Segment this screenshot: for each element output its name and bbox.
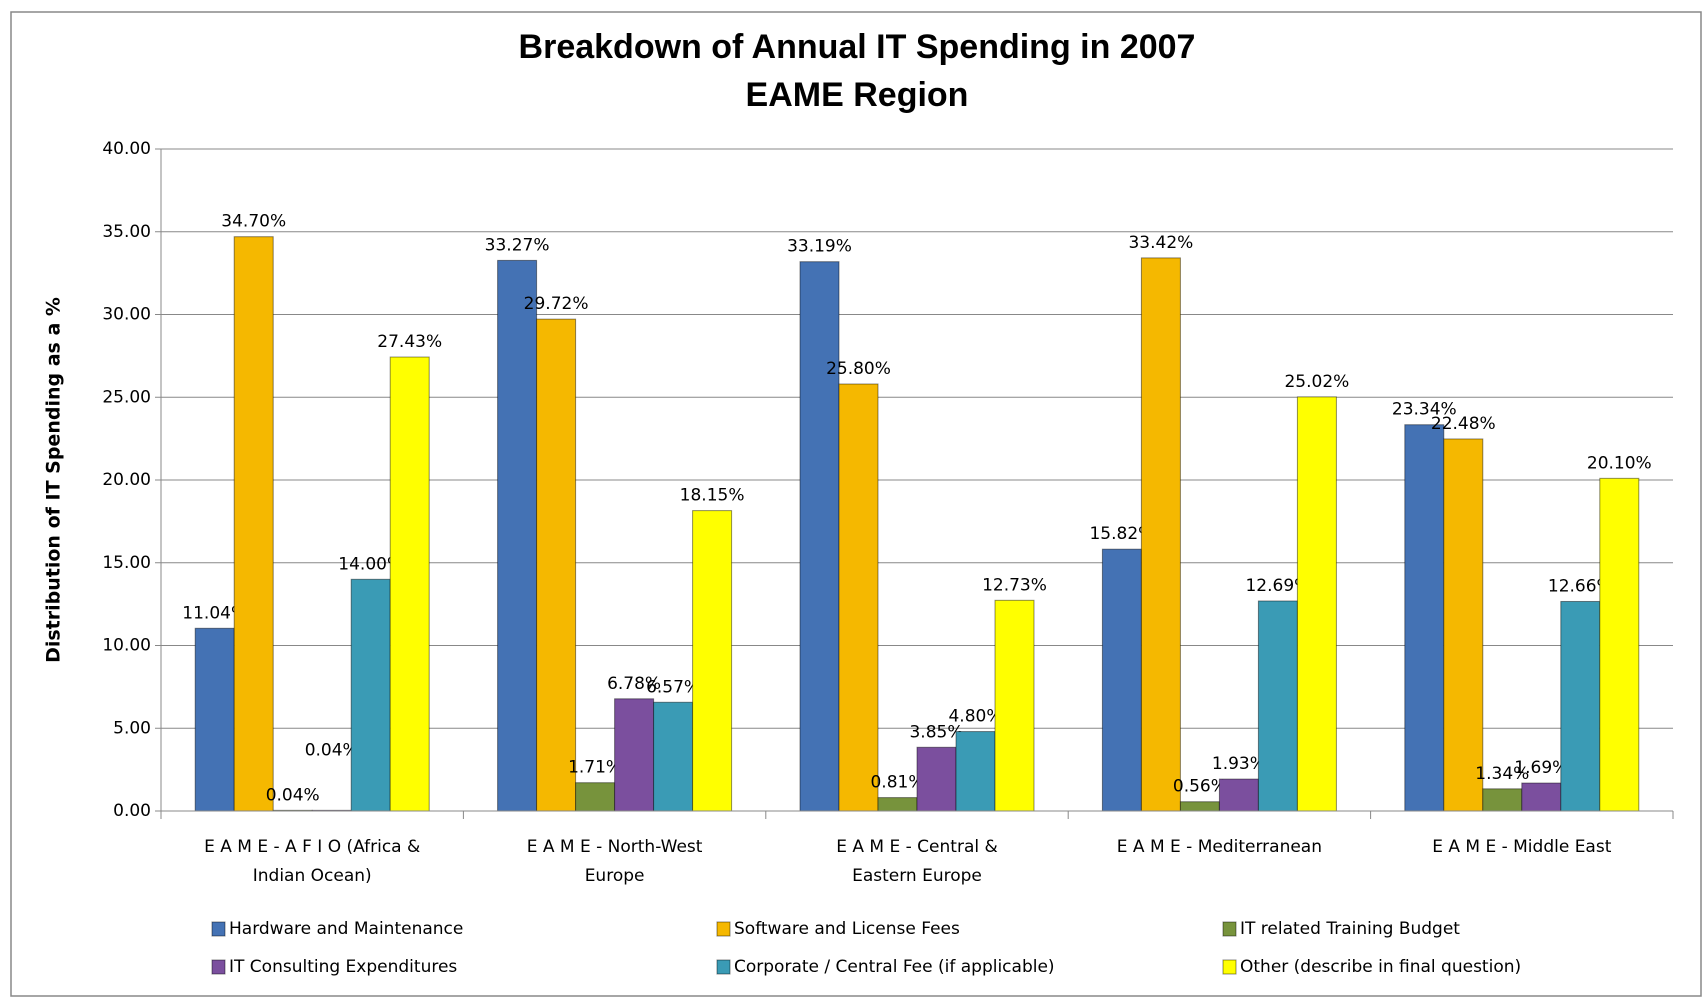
value-label: 11.04% — [182, 603, 247, 623]
value-label: 33.19% — [787, 237, 852, 257]
value-label: 0.56% — [1173, 777, 1227, 797]
legend-swatch — [211, 959, 226, 975]
value-label: 1.93% — [1212, 754, 1266, 774]
value-label: 3.85% — [909, 722, 963, 742]
value-label: 25.80% — [826, 359, 891, 379]
bar — [575, 782, 616, 812]
value-label: 14.00% — [338, 554, 403, 574]
legend-label: Software and License Fees — [734, 919, 960, 939]
bar — [614, 698, 655, 812]
value-label: 1.71% — [568, 758, 622, 778]
y-tick-label: 40.00 — [102, 139, 151, 159]
value-label: 12.73% — [982, 575, 1047, 595]
x-tick-label: E A M E - Central & — [836, 837, 998, 857]
value-label: 18.15% — [680, 486, 745, 506]
bar — [536, 318, 577, 812]
chart-title: Breakdown of Annual IT Spending in 2007 — [519, 28, 1196, 66]
value-label: 6.57% — [646, 677, 700, 697]
legend-label: IT Consulting Expenditures — [229, 957, 457, 977]
bar — [233, 236, 274, 812]
bar — [1521, 782, 1562, 812]
legend-swatch — [1222, 921, 1237, 937]
bar — [350, 578, 391, 812]
value-label: 29.72% — [524, 294, 589, 314]
value-label: 0.04% — [266, 785, 320, 805]
bar — [1560, 600, 1601, 812]
bar — [1404, 424, 1445, 812]
value-label: 6.78% — [607, 674, 661, 694]
x-tick-label: E A M E - Middle East — [1432, 837, 1612, 857]
bar — [1179, 801, 1220, 812]
legend-swatch — [716, 959, 731, 975]
value-label: 12.69% — [1245, 576, 1310, 596]
value-label: 1.69% — [1514, 758, 1568, 778]
bar — [877, 797, 918, 812]
legend-swatch — [716, 921, 731, 937]
y-tick-label: 0.00 — [113, 801, 151, 821]
y-tick-label: 15.00 — [102, 553, 151, 573]
y-tick-label: 10.00 — [102, 636, 151, 656]
bar — [1443, 438, 1484, 812]
legend-label: IT related Training Budget — [1240, 919, 1460, 939]
legend-swatch — [211, 921, 226, 937]
legend-label: Corporate / Central Fee (if applicable) — [734, 957, 1055, 977]
legend-swatch — [1222, 959, 1237, 975]
x-tick-label: Europe — [585, 866, 645, 886]
bar — [194, 627, 235, 812]
bar — [1599, 477, 1640, 812]
value-label: 12.66% — [1548, 576, 1613, 596]
bar — [1257, 600, 1298, 812]
y-tick-label: 5.00 — [113, 718, 151, 738]
y-tick-label: 20.00 — [102, 470, 151, 490]
value-label: 33.42% — [1128, 233, 1193, 253]
value-label: 4.80% — [948, 707, 1002, 727]
value-label: 34.70% — [221, 212, 286, 232]
value-label: 0.04% — [305, 740, 359, 760]
bar — [653, 701, 694, 812]
bar — [1218, 778, 1259, 812]
bar — [497, 259, 538, 812]
bar — [1296, 396, 1337, 812]
bar — [692, 510, 733, 812]
bar — [994, 599, 1035, 812]
bar — [1482, 788, 1523, 812]
y-tick-label: 35.00 — [102, 222, 151, 242]
value-label: 20.10% — [1587, 453, 1652, 473]
x-tick-label: Indian Ocean) — [253, 866, 372, 886]
x-tick-label: Eastern Europe — [852, 866, 982, 886]
value-label: 0.81% — [870, 773, 924, 793]
value-label: 1.34% — [1475, 764, 1529, 784]
bar — [916, 746, 957, 812]
value-label: 27.43% — [377, 332, 442, 352]
value-label: 23.34% — [1392, 400, 1457, 420]
x-tick-label: E A M E - Mediterranean — [1117, 837, 1322, 857]
legend-label: Other (describe in final question) — [1240, 957, 1521, 977]
value-label: 15.82% — [1089, 524, 1154, 544]
value-label: 25.02% — [1284, 372, 1349, 392]
legend-label: Hardware and Maintenance — [229, 919, 463, 939]
bar — [799, 261, 840, 812]
y-axis-label: Distribution of IT Spending as a % — [43, 297, 65, 663]
bar — [1101, 548, 1142, 812]
bar — [389, 356, 430, 812]
value-label: 22.48% — [1431, 414, 1496, 434]
bar — [955, 731, 996, 812]
chart-subtitle: EAME Region — [746, 76, 969, 114]
bar — [1140, 257, 1181, 812]
bar — [838, 383, 879, 812]
x-tick-label: E A M E - A F I O (Africa & — [204, 837, 420, 857]
value-label: 33.27% — [485, 235, 550, 255]
y-tick-label: 30.00 — [102, 305, 151, 325]
x-tick-label: E A M E - North-West — [527, 837, 703, 857]
y-tick-label: 25.00 — [102, 387, 151, 407]
